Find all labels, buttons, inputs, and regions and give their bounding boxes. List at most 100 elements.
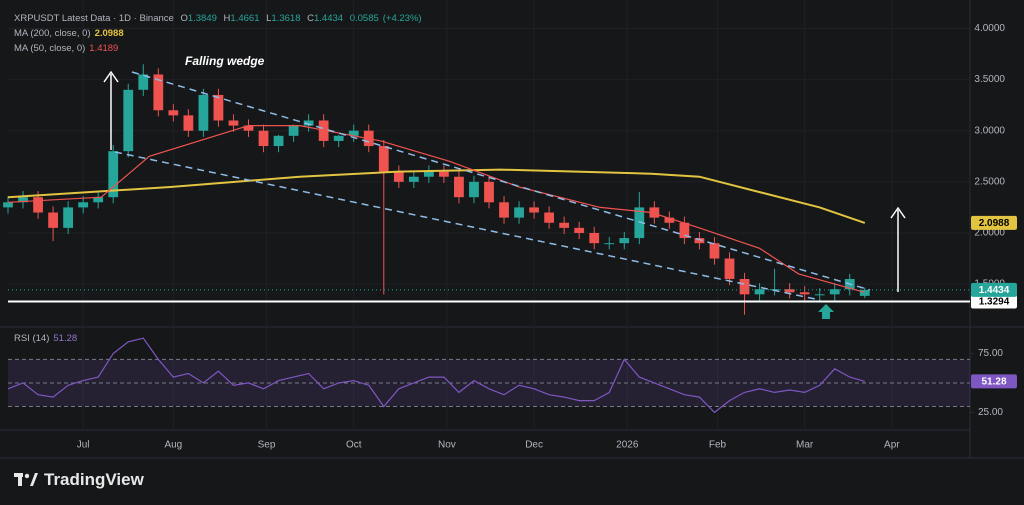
candle-body bbox=[514, 207, 524, 218]
arrow-head bbox=[103, 70, 119, 83]
candle-body bbox=[634, 207, 645, 239]
drawings: Falling wedge bbox=[103, 54, 906, 319]
value: 1.3849 bbox=[187, 13, 217, 24]
candle-body bbox=[198, 94, 209, 131]
legend-row: XRPUSDT Latest Data · 1D · Binance O1.38… bbox=[14, 13, 430, 24]
legend-value: 51.28 bbox=[53, 333, 78, 344]
candle-body bbox=[454, 176, 464, 198]
candle-body bbox=[333, 135, 344, 141]
candle-body bbox=[288, 125, 299, 136]
candle-body bbox=[589, 232, 600, 244]
candle-body bbox=[258, 130, 269, 147]
brand: TradingView bbox=[44, 470, 144, 489]
candle-body bbox=[649, 207, 660, 218]
candle-body bbox=[213, 94, 224, 121]
green-arrow bbox=[818, 304, 834, 319]
ohlc: O1.3849 H1.4661 L1.3618 C1.4434 0.0585 (+… bbox=[180, 13, 425, 24]
candle-body bbox=[228, 120, 239, 126]
x-tick-label: Nov bbox=[438, 440, 456, 451]
logo-icon bbox=[14, 473, 38, 486]
change: 0.0585 bbox=[349, 13, 379, 24]
price-tag-label: 1.4434 bbox=[979, 285, 1010, 296]
candle-body bbox=[724, 258, 735, 279]
legend-name: MA (200, close, 0) bbox=[14, 28, 91, 39]
legend-name: MA (50, close, 0) bbox=[14, 43, 86, 54]
label: O bbox=[180, 13, 188, 24]
legend-row: MA (50, close, 0) 1.4189 bbox=[14, 43, 122, 54]
candle-body bbox=[814, 294, 825, 296]
legend-name: RSI (14) bbox=[14, 333, 50, 344]
y-tick-label: 3.0000 bbox=[974, 125, 1005, 136]
x-tick-label: Feb bbox=[709, 440, 727, 451]
x-tick-label: Oct bbox=[346, 440, 362, 451]
price-tag bbox=[971, 215, 1017, 230]
candle-body bbox=[709, 243, 720, 259]
candle-body bbox=[243, 125, 254, 131]
candle-body bbox=[168, 110, 179, 116]
candle-body bbox=[423, 171, 434, 177]
candle-body bbox=[18, 197, 28, 203]
rsi-band bbox=[8, 359, 970, 407]
label: L bbox=[266, 13, 272, 24]
candle-body bbox=[63, 207, 74, 228]
candle-body bbox=[153, 74, 164, 111]
legend-value: 1.4189 bbox=[89, 43, 119, 54]
y-tick-label: 4.0000 bbox=[974, 23, 1005, 34]
value: 1.3618 bbox=[271, 13, 301, 24]
candle-body bbox=[799, 292, 810, 295]
price-tag-label: 51.28 bbox=[981, 377, 1006, 388]
candle-body bbox=[183, 115, 194, 131]
x-tick-label: Jul bbox=[77, 440, 90, 451]
price-tag bbox=[971, 282, 1017, 297]
candle-body bbox=[859, 289, 870, 296]
candle-body bbox=[619, 238, 630, 244]
price-tag-label: 1.3294 bbox=[979, 297, 1010, 308]
candle-body bbox=[439, 171, 449, 177]
candle-body bbox=[378, 146, 389, 172]
y-tick-label: 2.0000 bbox=[974, 228, 1005, 239]
candle-body bbox=[604, 243, 615, 245]
candle-body bbox=[3, 202, 13, 208]
price-tag-label: 2.0988 bbox=[979, 218, 1010, 229]
candle-body bbox=[544, 212, 555, 223]
candle-body bbox=[694, 238, 705, 244]
label: H bbox=[223, 13, 231, 24]
candle-body bbox=[138, 74, 149, 90]
candle-body bbox=[48, 212, 58, 228]
y-tick-label: 75.00 bbox=[978, 348, 1003, 359]
candle-body bbox=[574, 227, 585, 233]
candle-body bbox=[679, 222, 690, 239]
ma-line bbox=[7, 168, 866, 224]
candle-body bbox=[784, 289, 795, 293]
logo: TradingView bbox=[14, 470, 144, 490]
symbol: XRPUSDT Latest Data · 1D · Binance bbox=[14, 13, 174, 24]
candle-body bbox=[108, 151, 119, 198]
x-tick-label: 2026 bbox=[616, 440, 639, 451]
y-tick-label: 2.5000 bbox=[974, 176, 1005, 187]
candle-body bbox=[348, 130, 359, 136]
ma-line bbox=[7, 125, 865, 293]
candle-body bbox=[664, 217, 675, 223]
candle-body bbox=[739, 278, 750, 295]
price-tag bbox=[971, 374, 1017, 389]
candle-body bbox=[484, 181, 494, 203]
candle-body bbox=[273, 135, 284, 147]
change-pct: (+4.23%) bbox=[382, 13, 422, 24]
price-tag bbox=[971, 294, 1017, 309]
arrow-head bbox=[890, 206, 906, 219]
candle-body bbox=[393, 171, 404, 182]
value: 1.4434 bbox=[314, 13, 344, 24]
x-tick-label: Aug bbox=[164, 440, 182, 451]
candle-body bbox=[78, 202, 89, 208]
label: C bbox=[307, 13, 314, 24]
wedge-lower bbox=[114, 151, 821, 301]
x-tick-label: Apr bbox=[884, 440, 900, 451]
y-tick-label: 3.5000 bbox=[974, 74, 1005, 85]
candle-body bbox=[754, 289, 765, 295]
legend-row: MA (200, close, 0) 2.0988 bbox=[14, 28, 128, 39]
value: 1.4661 bbox=[230, 13, 260, 24]
candle-body bbox=[408, 176, 419, 182]
candle-body bbox=[499, 202, 509, 218]
